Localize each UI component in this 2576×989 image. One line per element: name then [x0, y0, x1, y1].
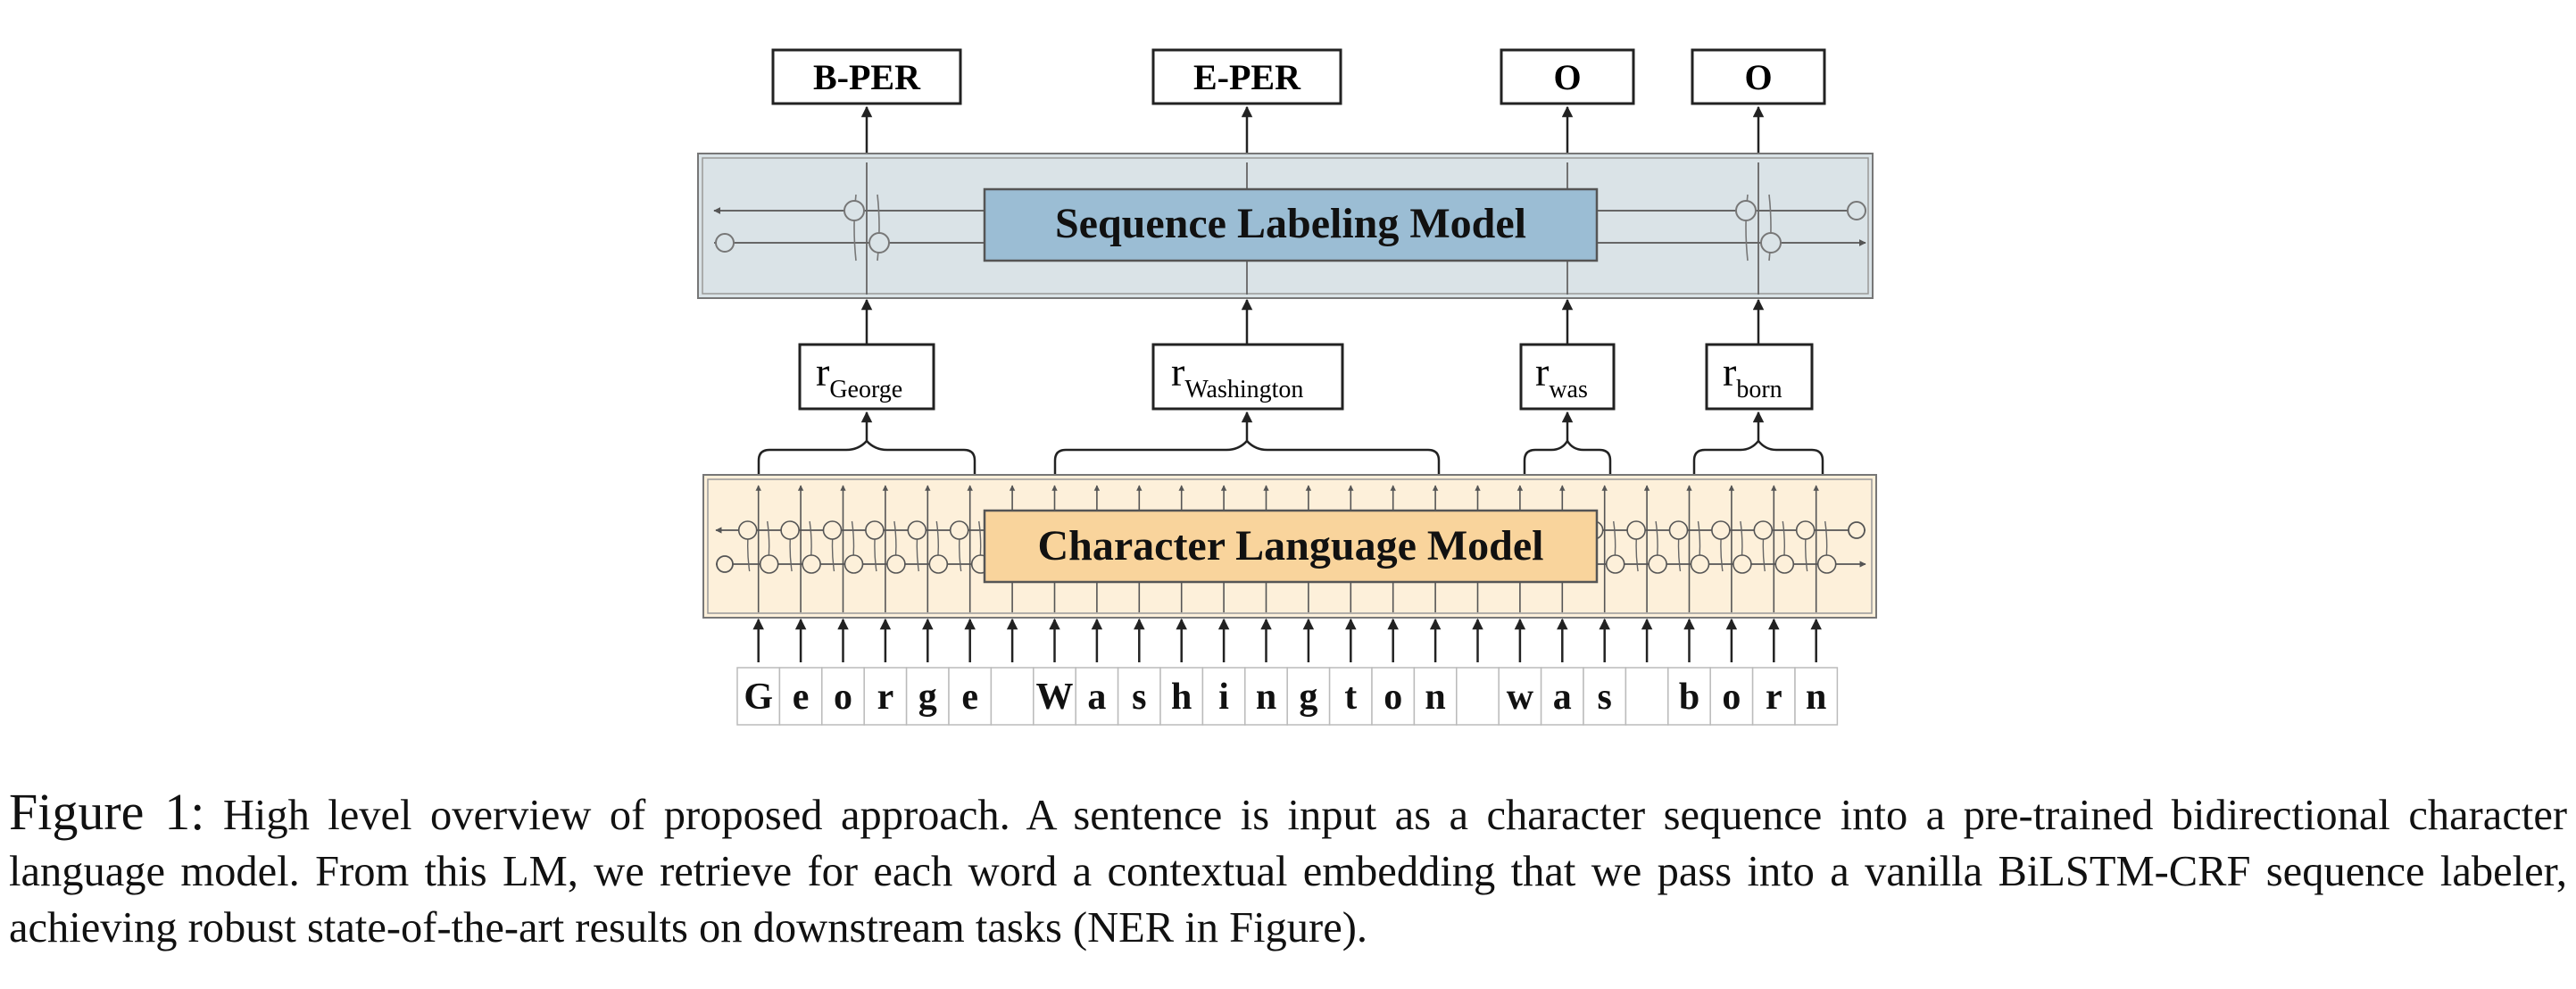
caption-label: Figure 1: [9, 783, 205, 841]
output-label-box: O [1691, 48, 1826, 105]
char-label: n [1425, 677, 1445, 718]
char-cell [990, 667, 1035, 726]
char-cell: n [1244, 667, 1288, 726]
character-lm-band: Character Language Model [702, 474, 1877, 619]
output-label: E-PER [1193, 57, 1301, 97]
char-cell: h [1159, 667, 1204, 726]
char-cell: w [1498, 667, 1542, 726]
char-label: s [1598, 677, 1612, 718]
caption-text: High level overview of proposed approach… [9, 792, 2568, 952]
char-label: r [1766, 677, 1782, 718]
svg-text:rwas: rwas [1535, 349, 1588, 403]
char-cell: r [1751, 667, 1796, 726]
char-cell: g [905, 667, 950, 726]
char-label: w [1507, 677, 1534, 718]
word-braces [757, 411, 1824, 475]
sequence-labeling-band: Sequence Labeling Model [697, 153, 1874, 299]
embedding-subscript: George [829, 376, 902, 403]
architecture-diagram: B-PER E-PER O O Sequence Labeling Model [697, 48, 1877, 726]
char-cell: i [1201, 667, 1246, 726]
char-cell [1625, 667, 1669, 726]
embedding-box: rGeorge [798, 343, 935, 411]
char-cell: e [778, 667, 823, 726]
char-label: G [744, 677, 773, 718]
char-label: s [1132, 677, 1146, 718]
char-label: b [1679, 677, 1699, 718]
output-label: O [1744, 57, 1772, 97]
char-cell: a [1075, 667, 1119, 726]
char-label: g [918, 677, 937, 718]
char-cell: e [948, 667, 993, 726]
output-arrows [860, 105, 1765, 154]
output-label: B-PER [813, 57, 921, 97]
char-label: W [1036, 677, 1074, 718]
output-label-box: E-PER [1151, 48, 1342, 105]
char-label: e [793, 677, 810, 718]
char-cell: s [1117, 667, 1161, 726]
embedding-base: r [816, 349, 829, 395]
char-label: h [1171, 677, 1192, 718]
char-cell: s [1583, 667, 1627, 726]
char-cell: W [1033, 667, 1076, 726]
char-cell: b [1667, 667, 1711, 726]
char-label: a [1553, 677, 1572, 718]
char-cell: n [1413, 667, 1458, 726]
embedding-subscript: Washington [1184, 376, 1303, 403]
char-cell: G [736, 667, 781, 726]
embedding-box: rwas [1519, 343, 1616, 411]
svg-text:rWashington: rWashington [1171, 349, 1303, 403]
char-label: i [1218, 677, 1229, 718]
char-label: o [1722, 677, 1741, 718]
char-cell [1456, 667, 1500, 726]
char-cell: g [1286, 667, 1331, 726]
char-label: n [1256, 677, 1276, 718]
char-cell: r [863, 667, 908, 726]
embedding-base: r [1723, 349, 1736, 395]
word-embeddings: rGeorge rWashington rwas rborn [798, 343, 1814, 411]
char-cell: o [1371, 667, 1416, 726]
sequence-model-label: Sequence Labeling Model [1055, 200, 1526, 247]
embedding-base: r [1171, 349, 1184, 395]
char-label: o [1384, 677, 1402, 718]
embedding-base: r [1535, 349, 1549, 395]
embedding-box: rWashington [1151, 343, 1344, 411]
char-cell: n [1794, 667, 1839, 726]
char-label: e [961, 677, 978, 718]
svg-text:rborn: rborn [1723, 349, 1782, 403]
output-label-box: B-PER [771, 48, 962, 105]
figure-caption: Figure 1: High level overview of propose… [9, 784, 2567, 956]
char-label: g [1299, 677, 1317, 718]
char-cell: a [1540, 667, 1584, 726]
sequence-model-box [983, 187, 1599, 262]
embedding-box: rborn [1705, 343, 1814, 411]
output-label: O [1553, 57, 1581, 97]
char-model-label: Character Language Model [1037, 522, 1543, 569]
char-cell: o [821, 667, 865, 726]
output-label-box: O [1500, 48, 1635, 105]
char-label: o [834, 677, 852, 718]
char-label: t [1344, 677, 1357, 718]
embedding-subscript: was [1549, 376, 1588, 403]
output-labels: B-PER E-PER O O [771, 48, 1826, 105]
embedding-to-sequence-arrows [860, 298, 1765, 345]
char-label: r [877, 677, 894, 718]
char-label: n [1806, 677, 1826, 718]
char-cell: o [1709, 667, 1754, 726]
char-cell: t [1328, 667, 1373, 726]
svg-text:rGeorge: rGeorge [816, 349, 902, 403]
embedding-subscript: born [1736, 376, 1782, 403]
char-model-box [983, 509, 1599, 584]
char-label: a [1087, 677, 1106, 718]
